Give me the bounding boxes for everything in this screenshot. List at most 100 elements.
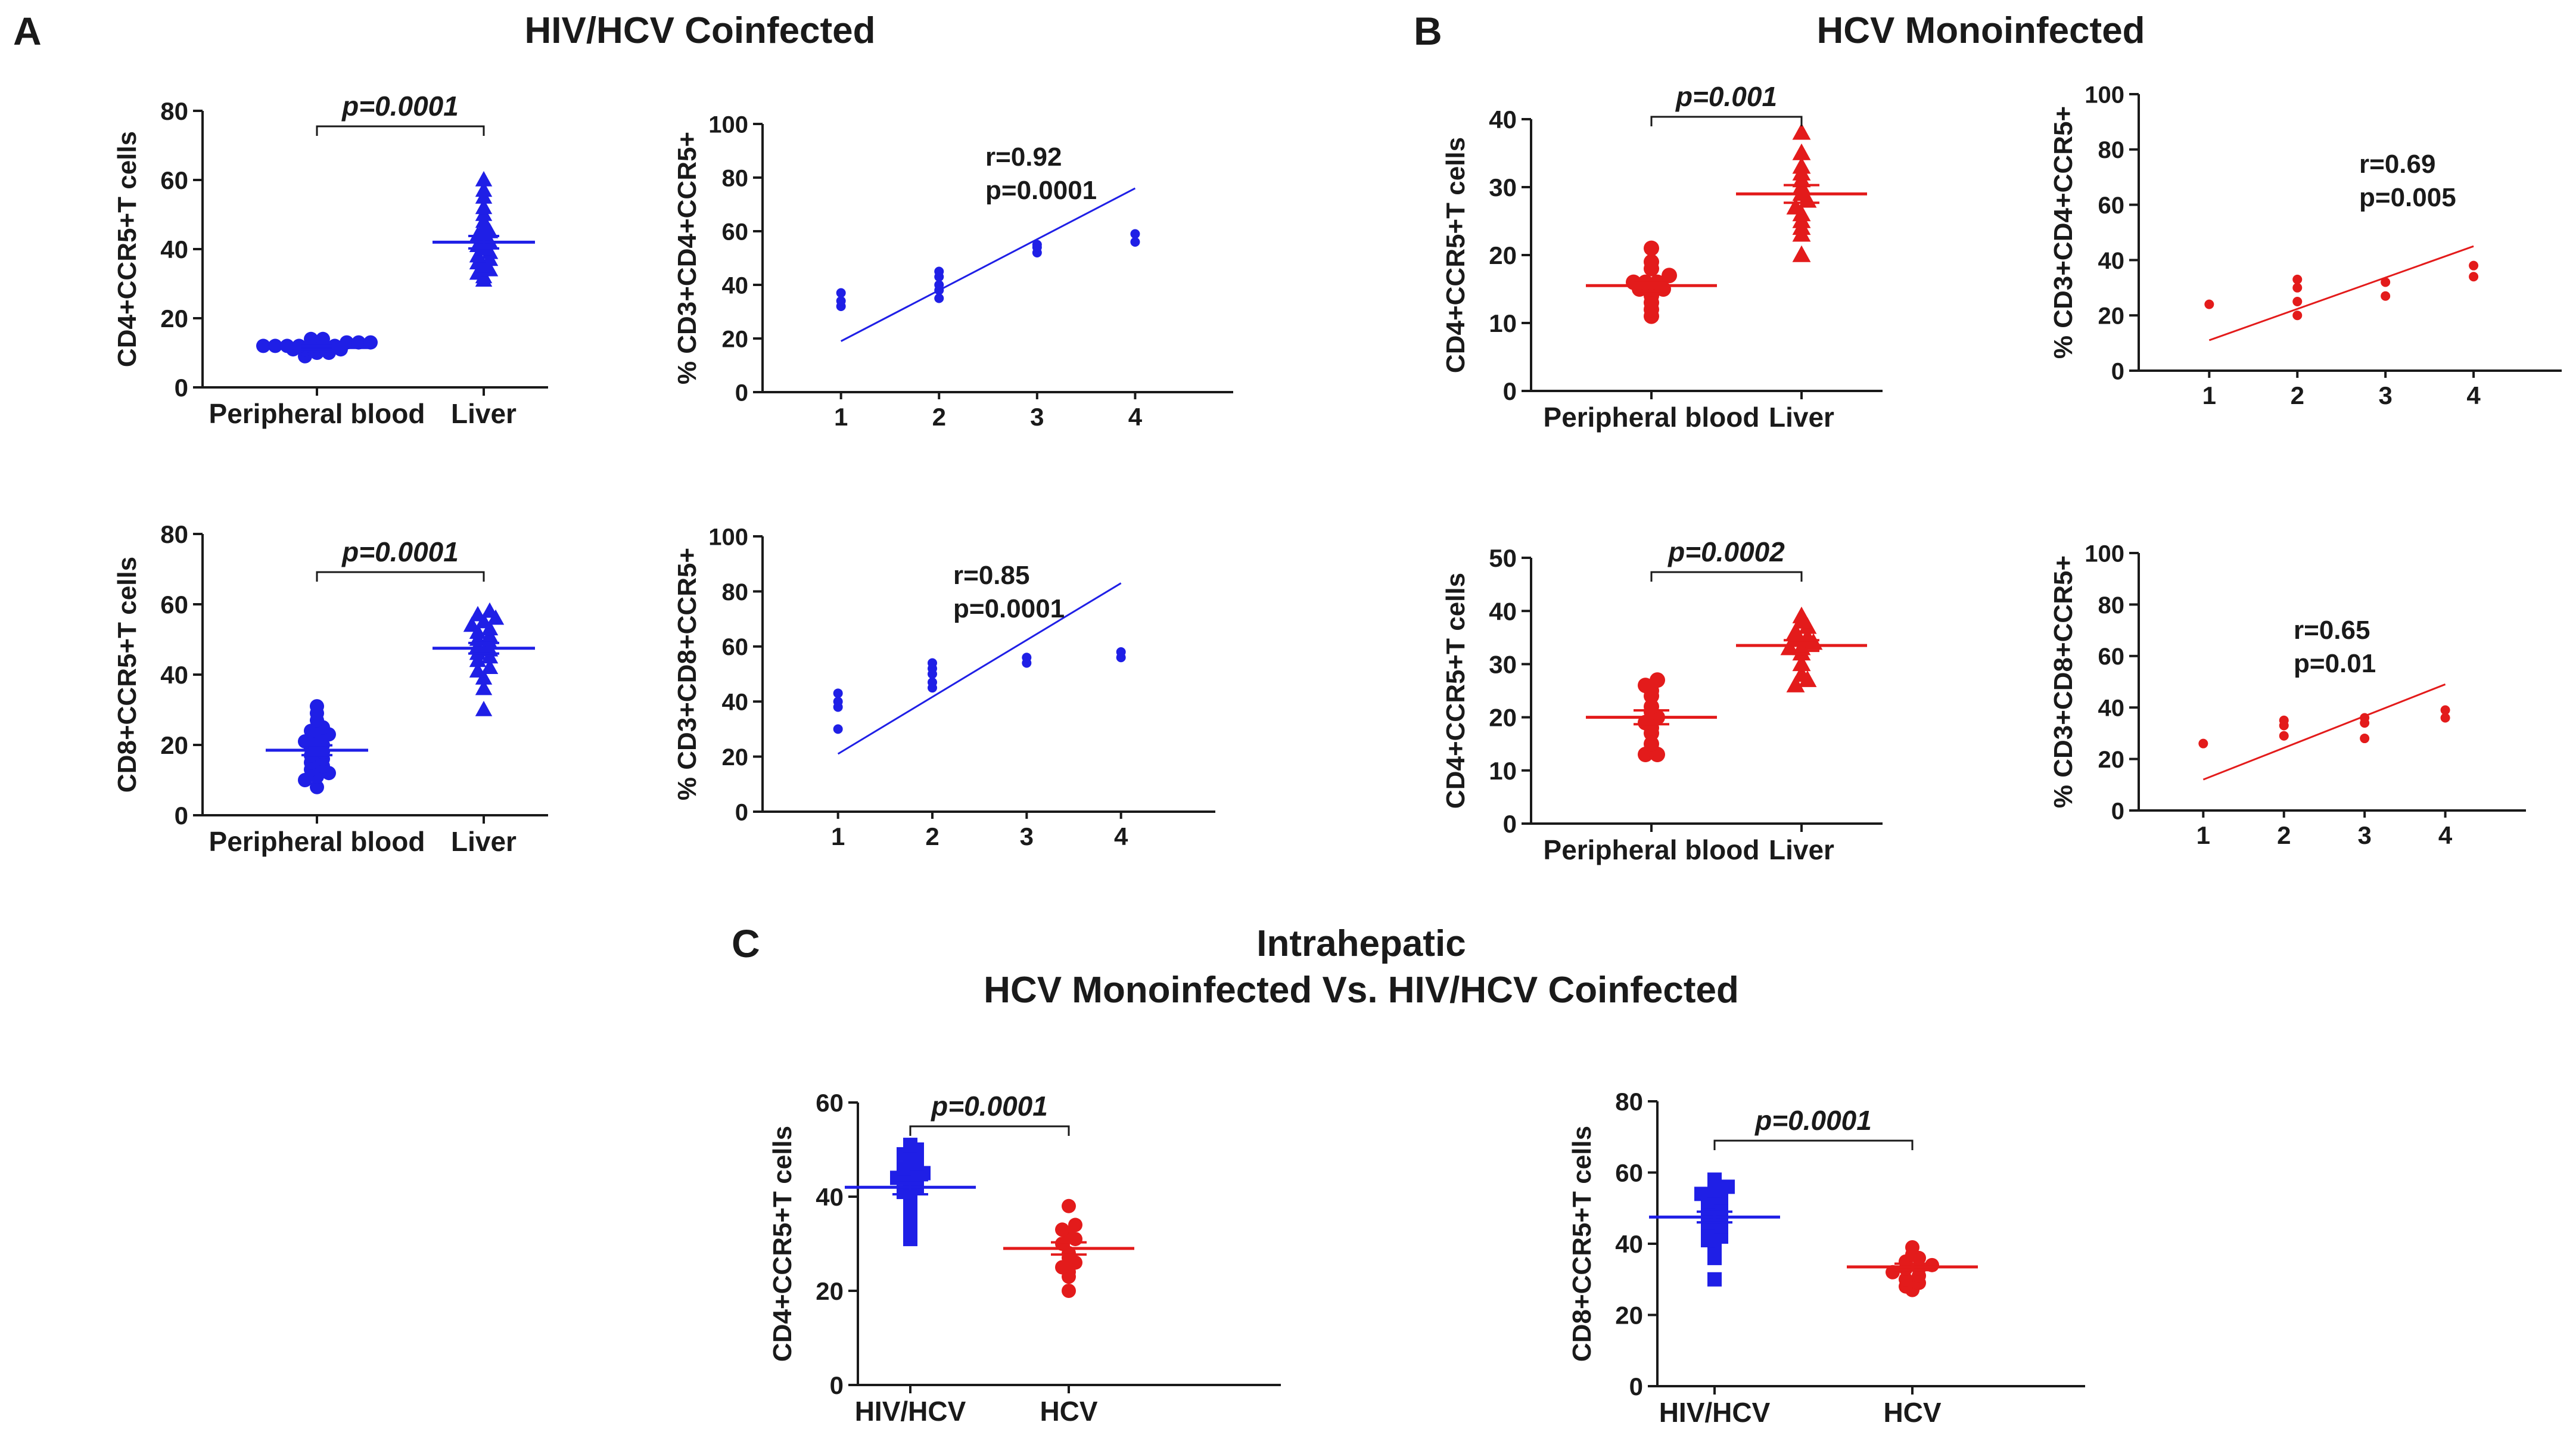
y-tick-label: 60 (722, 219, 749, 245)
data-point (928, 677, 937, 687)
y-tick-label: 80 (722, 165, 749, 191)
panel-title-b: HCV Monoinfected (1816, 10, 2145, 51)
y-tick-label: 40 (1615, 1230, 1643, 1258)
y-tick-label: 20 (722, 326, 749, 352)
x-tick-label: 4 (1128, 403, 1143, 431)
series-points (2198, 705, 2450, 749)
y-tick-label: 10 (1489, 757, 1517, 785)
data-point (298, 773, 312, 787)
r-value-label: r=0.85 (953, 561, 1029, 590)
series-hcv (1886, 1240, 1939, 1297)
regression-line (2202, 683, 2446, 781)
p-value-label: p=0.001 (1675, 81, 1777, 112)
data-point (2292, 282, 2303, 293)
x-category-label: Liver (451, 826, 517, 857)
data-point (1792, 654, 1811, 672)
y-axis-label: CD4+CCR5+T cells (768, 1126, 797, 1362)
x-category-label: Liver (1769, 834, 1834, 865)
data-point (1886, 1265, 1900, 1279)
data-point (1062, 1284, 1076, 1298)
y-tick-label: 40 (1489, 105, 1517, 133)
y-tick-label: 0 (1629, 1372, 1643, 1400)
series-peripheral-blood (1626, 240, 1677, 324)
chart-a4-cd8-correlation: 0 20 40 60 80 100% CD3+CD8+CCR5+ 1 2 3 4 r=0.85 p=0… (673, 524, 1215, 850)
p-value-label: p=0.0001 (930, 1091, 1048, 1122)
data-point (310, 779, 324, 794)
y-tick-label: 20 (2098, 747, 2125, 773)
panel-title-c-line1: Intrahepatic (1256, 923, 1466, 964)
data-point (934, 293, 944, 303)
x-tick-label: 3 (2357, 821, 2371, 849)
x-tick-label: 3 (2378, 381, 2392, 409)
x-category-label: Liver (451, 398, 517, 429)
x-tick-label: 4 (1114, 822, 1128, 850)
chart-c2-intrahepatic-cd8: 0 20 40 60 80 CD8+CCR5+T cells HIV/HCV HCV p=0.0… (1567, 1088, 2085, 1428)
y-tick-label: 30 (1489, 173, 1517, 201)
x-tick-label: 4 (2438, 821, 2453, 849)
regression-line (840, 187, 1136, 342)
data-point (1792, 123, 1811, 140)
data-point (310, 699, 324, 714)
data-point (833, 688, 843, 698)
y-tick-label: 20 (160, 731, 188, 759)
y-tick-label: 10 (1489, 309, 1517, 337)
chart-c1-intrahepatic-cd4: 0 20 40 60 CD4+CCR5+T cells HIV/HCV HCV p=0.000… (768, 1089, 1281, 1427)
y-tick-label: 40 (160, 661, 188, 689)
y-tick-label: 0 (2111, 798, 2124, 824)
y-tick-label: 40 (816, 1183, 844, 1211)
y-tick-label: 40 (2098, 248, 2125, 274)
chart-b3-cd4-ccr5-dot-plot: 0 10 20 30 40 50 CD4+CCR5+T cells Peripheral bl… (1441, 536, 1883, 865)
data-point (1638, 678, 1653, 694)
y-tick-label: 30 (1489, 651, 1517, 679)
series-points (836, 229, 1140, 311)
p-value-label: p=0.0001 (985, 176, 1097, 205)
data-point (351, 335, 366, 350)
x-category-label: Liver (1769, 402, 1834, 433)
y-axis-label: % CD3+CD8+CCR5+ (2049, 555, 2078, 808)
data-point (2279, 715, 2289, 725)
data-point (1650, 672, 1665, 688)
y-tick-label: 40 (1489, 597, 1517, 625)
p-value-label: p=0.005 (2359, 183, 2456, 212)
data-point (481, 659, 499, 674)
data-point (2440, 705, 2450, 715)
data-point (268, 338, 282, 353)
p-value-label: p=0.0001 (341, 91, 459, 122)
y-tick-label: 80 (2098, 592, 2125, 619)
chart-a2-cd4-correlation: 0 20 40 60 80 100% CD3+CD4+CCR5+ 1 2 3 4 r=0.92 p=0… (673, 111, 1233, 431)
y-axis-label: CD8+CCR5+T cells (1567, 1126, 1597, 1362)
y-tick-label: 60 (2098, 192, 2125, 219)
data-point (903, 1138, 917, 1153)
data-point (836, 296, 846, 306)
significance-bracket (316, 571, 485, 582)
data-point (2381, 291, 2391, 301)
y-tick-label: 0 (1503, 377, 1517, 405)
panel-title-c-line2: HCV Monoinfected Vs. HIV/HCV Coinfected (984, 970, 1739, 1011)
x-tick-label: 3 (1020, 822, 1034, 850)
y-axis-label: CD4+CCR5+T cells (113, 131, 142, 367)
y-tick-label: 80 (160, 97, 188, 125)
data-point (340, 335, 354, 350)
x-category-label: HCV (1040, 1396, 1097, 1427)
x-tick-label: 3 (1030, 403, 1044, 431)
y-axis-label: % CD3+CD4+CCR5+ (2049, 106, 2078, 359)
y-tick-label: 20 (160, 305, 188, 333)
data-point (1786, 622, 1805, 639)
p-value-label: p=0.0001 (1754, 1105, 1872, 1136)
data-point (481, 602, 499, 618)
data-point (1792, 606, 1811, 623)
y-tick-label: 0 (1503, 810, 1517, 838)
data-point (280, 338, 294, 353)
data-point (928, 658, 937, 668)
data-point (1912, 1261, 1926, 1276)
data-point (1644, 254, 1659, 270)
data-point (1694, 1187, 1709, 1201)
y-tick-label: 60 (160, 591, 188, 619)
data-point (934, 266, 944, 277)
x-category-label: HIV/HCV (1659, 1397, 1771, 1428)
series-liver (463, 602, 505, 716)
data-point (1905, 1240, 1919, 1254)
data-point (2469, 272, 2479, 282)
x-category-label: HCV (1883, 1397, 1941, 1428)
data-point (1130, 229, 1140, 239)
